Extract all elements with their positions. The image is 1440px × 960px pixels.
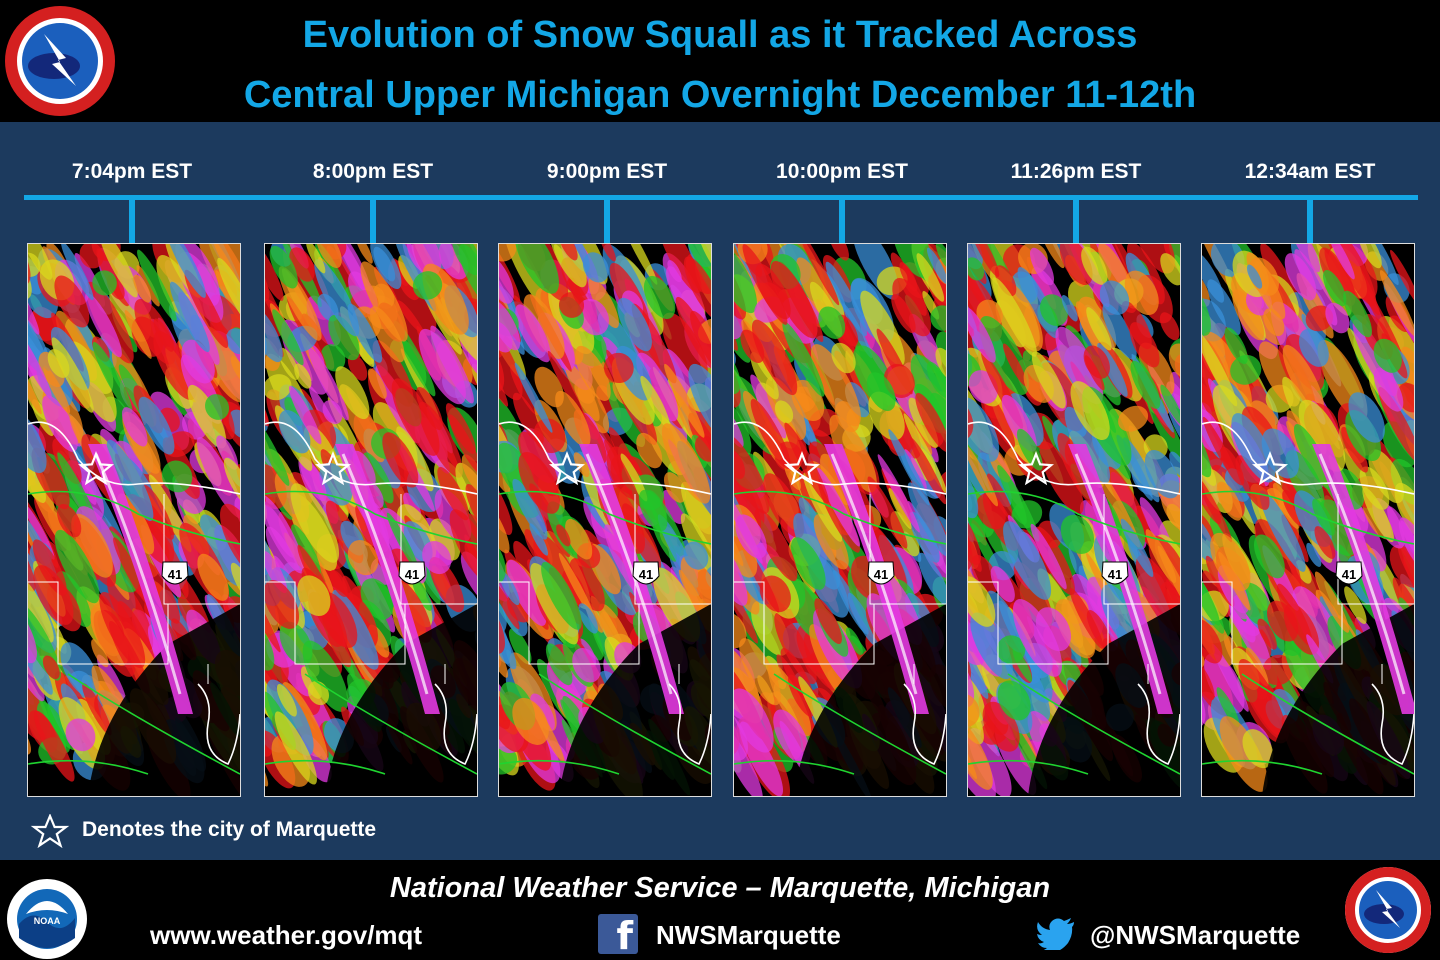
twitter-handle[interactable]: @NWSMarquette [1090,920,1301,950]
timeline-tick [604,195,610,243]
time-label: 10:00pm EST [776,160,908,183]
time-label: 11:26pm EST [1010,160,1142,183]
us-41-shield: 41 [867,561,895,585]
radar-panel: 41 [498,243,712,797]
us-41-shield: 41 [398,561,426,585]
star-icon [30,814,70,848]
timeline-tick [370,195,376,243]
radar-image: 41 [499,244,711,796]
highway-label: 41 [168,567,182,582]
facebook-handle[interactable]: NWSMarquette [656,920,841,950]
legend-text: Denotes the city of Marquette [82,818,377,841]
radar-panel: 41 [733,243,947,797]
us-41-shield: 41 [632,561,660,585]
time-label: 7:04pm EST [71,160,193,183]
page-title-line-1: Evolution of Snow Squall as it Tracked A… [302,14,1138,56]
header-bar [0,0,1440,122]
highway-label: 41 [1342,567,1356,582]
time-label: 9:00pm EST [546,160,668,183]
us-41-shield: 41 [1335,561,1363,585]
page-title-line-2: Central Upper Michigan Overnight Decembe… [243,74,1197,116]
radar-panel: 41 [27,243,241,797]
radar-panel: 41 [1201,243,1415,797]
us-41-shield: 41 [161,561,189,585]
radar-image: 41 [28,244,240,796]
marquette-star-icon [78,451,114,486]
noaa-logo: NOAA [7,879,87,959]
marquette-star-icon [784,451,820,486]
radar-image: 41 [734,244,946,796]
time-label: 12:34am EST [1244,160,1376,183]
timeline-tick [839,195,845,243]
radar-image: 41 [265,244,477,796]
radar-panel: 41 [967,243,1181,797]
facebook-icon[interactable]: f [598,914,638,958]
website-link[interactable]: www.weather.gov/mqt [150,920,423,950]
nws-logo [5,6,115,116]
highway-label: 41 [1108,567,1122,582]
marquette-star-icon [1018,451,1054,486]
timeline-tick [129,195,135,243]
timeline-tick [1307,195,1313,243]
us-41-shield: 41 [1101,561,1129,585]
highway-label: 41 [874,567,888,582]
time-label: 8:00pm EST [312,160,434,183]
radar-image: 41 [968,244,1180,796]
footer-title: National Weather Service – Marquette, Mi… [389,872,1051,904]
noaa-text: NOAA [34,916,61,926]
marquette-star-icon [549,451,585,486]
timeline-tick [1073,195,1079,243]
nws-logo-footer [1345,867,1431,953]
radar-image: 41 [1202,244,1414,796]
marquette-star-icon [1252,451,1288,486]
timeline-bar [24,195,1418,200]
footer-bar [0,860,1440,960]
marquette-star-icon [315,451,351,486]
highway-label: 41 [639,567,653,582]
highway-label: 41 [405,567,419,582]
radar-panel: 41 [264,243,478,797]
twitter-icon[interactable] [1036,918,1076,950]
